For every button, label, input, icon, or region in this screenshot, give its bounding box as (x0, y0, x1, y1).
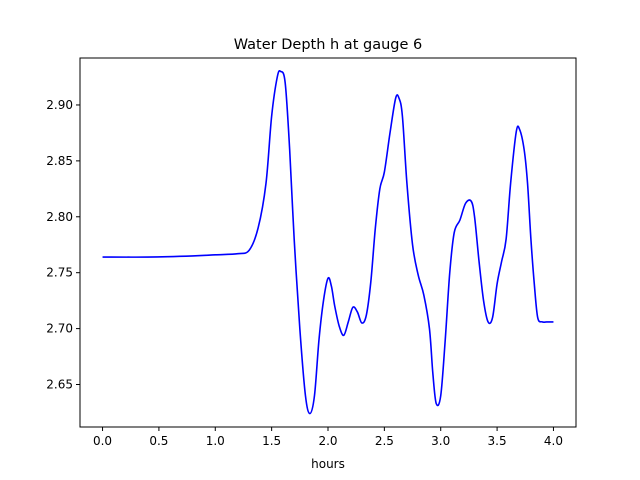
x-axis-label: hours (311, 457, 345, 471)
x-tick-label: 0.0 (93, 434, 112, 448)
y-axis-ticks: 2.65 2.70 2.75 2.80 2.85 2.90 (46, 98, 80, 392)
chart-title: Water Depth h at gauge 6 (234, 37, 422, 53)
x-tick-label: 2.0 (318, 434, 337, 448)
y-tick-label: 2.90 (46, 98, 73, 112)
y-tick-label: 2.75 (46, 266, 73, 280)
x-tick-label: 4.0 (544, 434, 563, 448)
x-tick-label: 2.5 (375, 434, 394, 448)
x-axis-ticks: 0.0 0.5 1.0 1.5 2.0 2.5 3.0 3.5 4.0 (93, 427, 563, 448)
axes-frame (79, 57, 577, 428)
y-tick-label: 2.80 (46, 210, 73, 224)
y-tick-label: 2.65 (46, 378, 73, 392)
x-tick-label: 3.5 (488, 434, 507, 448)
x-tick-label: 0.5 (149, 434, 168, 448)
y-tick-label: 2.85 (46, 154, 73, 168)
x-tick-label: 1.5 (262, 434, 281, 448)
series-line (102, 70, 554, 415)
y-tick-label: 2.70 (46, 322, 73, 336)
x-tick-label: 1.0 (206, 434, 225, 448)
plot-area (102, 70, 554, 415)
x-tick-label: 3.0 (431, 434, 450, 448)
